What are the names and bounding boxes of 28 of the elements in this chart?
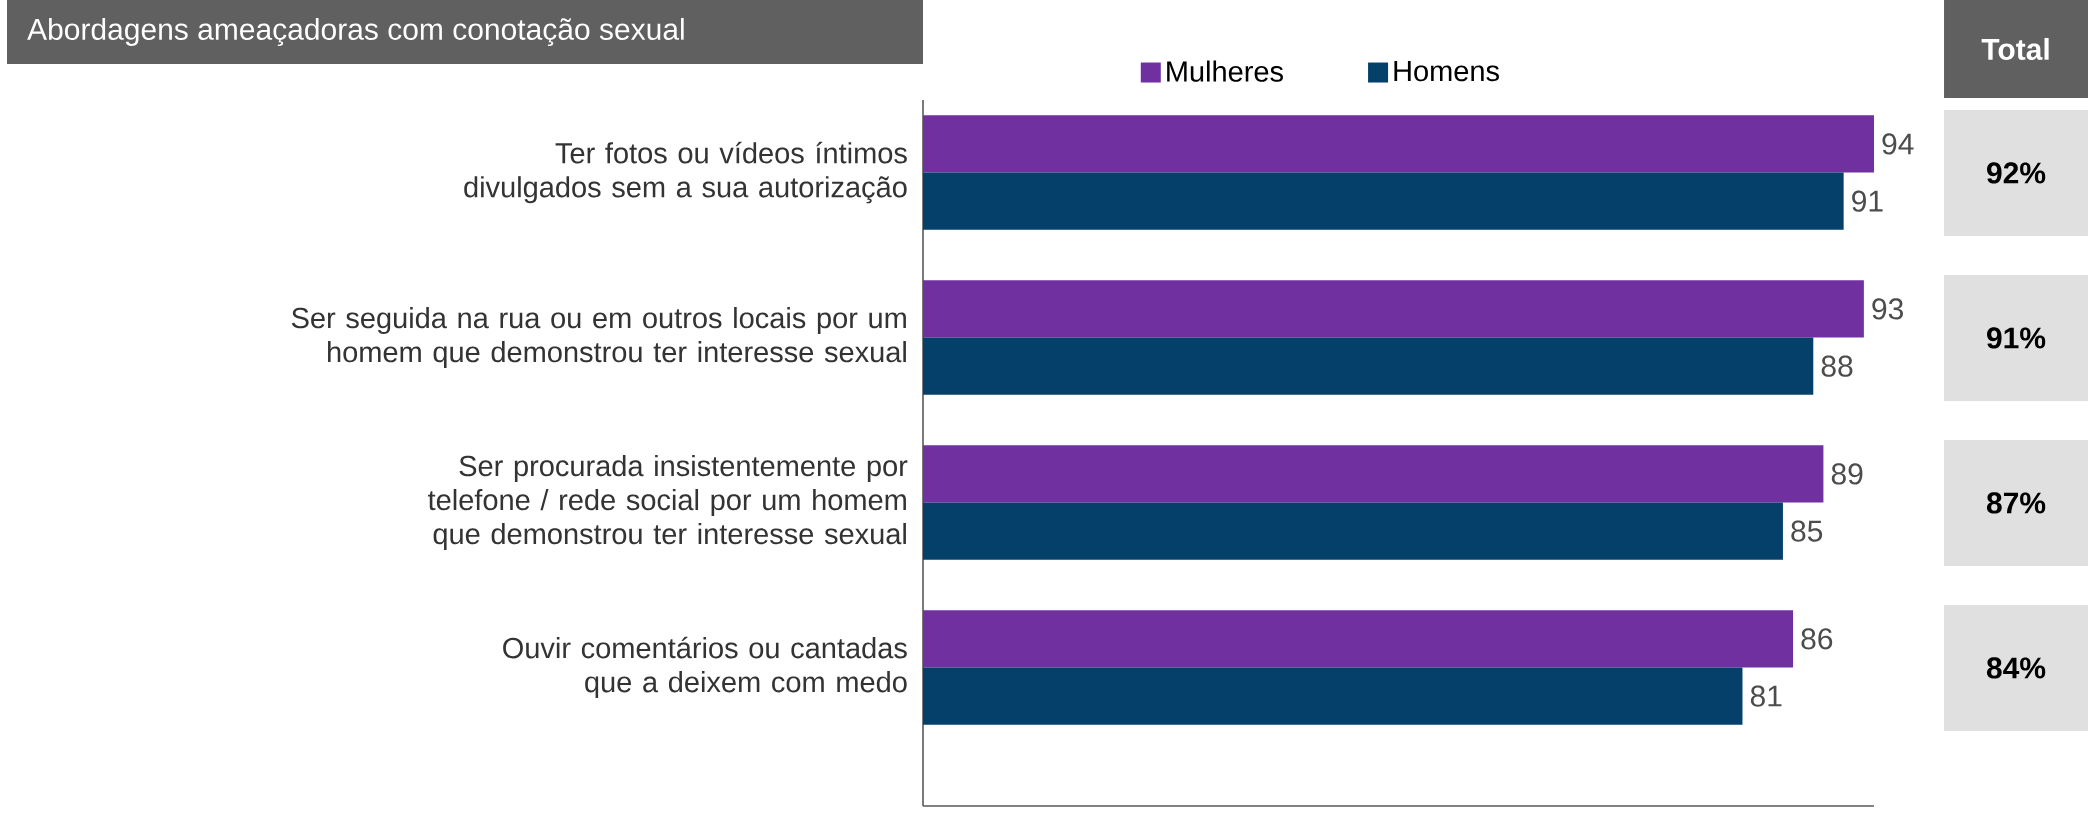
text: 91%: [1987, 327, 2046, 349]
legend-label: Mulheres: [1167, 60, 1283, 82]
bar: [923, 172, 1844, 230]
bar: [923, 502, 1783, 560]
bar: [923, 337, 1814, 395]
text: 87%: [1986, 492, 2046, 514]
text: 84%: [1986, 657, 2046, 679]
data-label: 86: [1801, 628, 1833, 650]
y-tick-label: Ser seguida na rua ou em outros locais por um homem que demonstrou ter interesse sexual: [291, 307, 906, 369]
legend-label: Homens: [1394, 61, 1499, 82]
bar: [923, 667, 1743, 725]
y-tick-label: Ter fotos ou vídeos íntimos divulgados sem a sua autorização: [464, 141, 907, 204]
text: Abordagens ameaçadoras com conotação sexual: [27, 17, 684, 47]
data-label: 93: [1872, 298, 1903, 320]
text: 92%: [1987, 162, 2046, 184]
data-label: 81: [1750, 685, 1782, 707]
data-label: 94: [1882, 133, 1914, 155]
text: Total: [1981, 37, 2049, 60]
bar: [923, 280, 1864, 338]
y-tick-label: Ser procurada insistentemente por telefone / rede social por um homem que demonstrou ter interesse sexual: [428, 454, 908, 550]
data-label: 89: [1831, 463, 1863, 485]
data-label: 85: [1791, 520, 1823, 542]
bar: [923, 115, 1874, 173]
bar: [923, 445, 1824, 503]
data-label: 91: [1852, 190, 1883, 212]
data-label: 88: [1821, 355, 1853, 377]
y-tick-label: Ouvir comentários ou cantadas que a deixem com medo: [503, 636, 907, 699]
bar: [923, 610, 1794, 668]
